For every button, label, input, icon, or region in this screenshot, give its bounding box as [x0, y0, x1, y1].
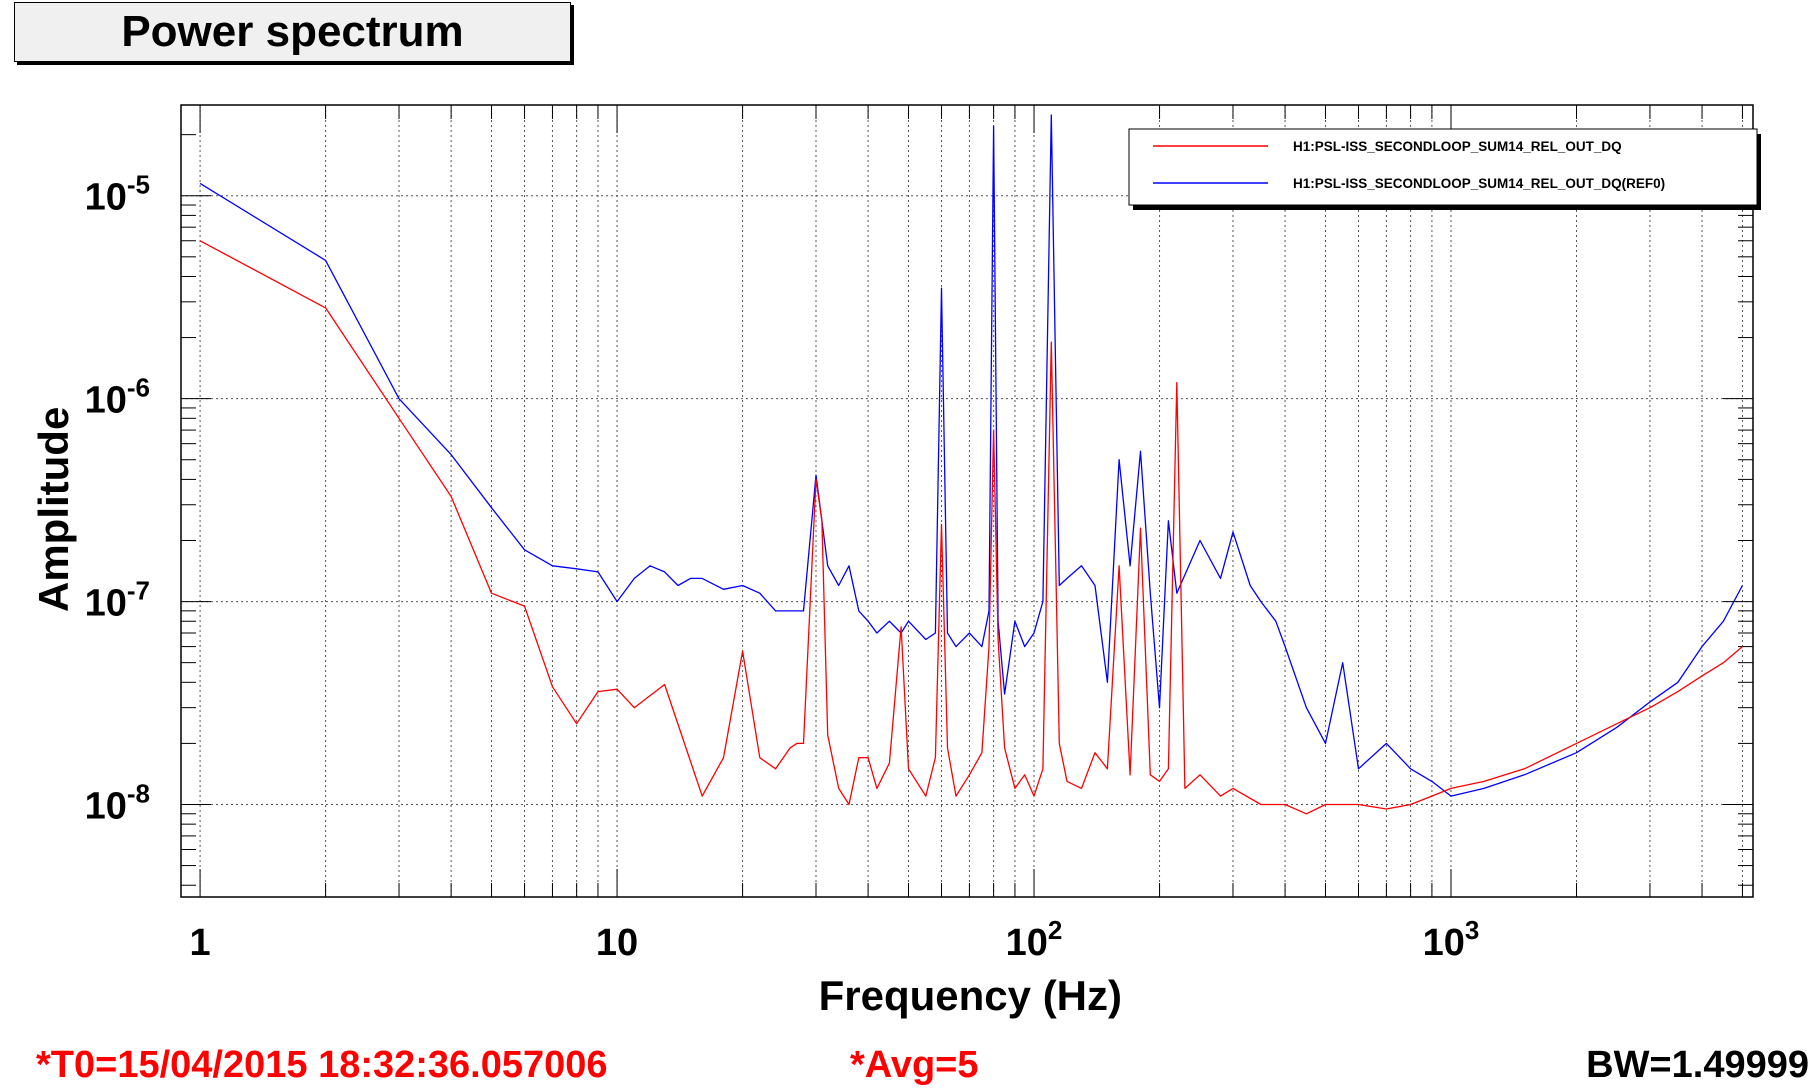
x-axis-label: Frequency (Hz) — [819, 972, 1122, 1019]
x-tick-label: 1 — [190, 922, 211, 964]
x-tick-labels: 1 10 102 103 — [190, 915, 1480, 964]
footer-bw: BW=1.49999 — [1586, 1044, 1809, 1086]
minor-ticks — [181, 105, 1753, 897]
x-tick-label: 102 — [1006, 915, 1063, 964]
y-tick-label: 10-5 — [85, 170, 150, 219]
grid-lines — [181, 105, 1753, 897]
y-tick-label: 10-6 — [85, 373, 150, 422]
x-tick-label: 103 — [1423, 915, 1480, 964]
data-series — [199, 114, 1743, 815]
y-tick-label: 10-7 — [85, 576, 150, 625]
y-tick-labels: 10-8 10-7 10-6 10-5 — [85, 170, 150, 828]
legend: H1:PSL-ISS_SECONDLOOP_SUM14_REL_OUT_DQ H1… — [1128, 128, 1761, 210]
legend-label: H1:PSL-ISS_SECONDLOOP_SUM14_REL_OUT_DQ — [1293, 139, 1622, 154]
legend-box — [1128, 128, 1758, 206]
series-line-reference — [199, 114, 1743, 797]
footer-avg: *Avg=5 — [850, 1044, 979, 1086]
plot-frame — [180, 104, 1754, 898]
legend-label: H1:PSL-ISS_SECONDLOOP_SUM14_REL_OUT_DQ(R… — [1293, 176, 1665, 191]
x-tick-label: 10 — [596, 922, 638, 964]
y-tick-label: 10-8 — [85, 778, 150, 827]
chart-title: Power spectrum — [14, 2, 571, 62]
footer-t0: *T0=15/04/2015 18:32:36.057006 — [36, 1044, 608, 1086]
series-line-current — [199, 240, 1743, 815]
y-axis-label: Amplitude — [30, 407, 77, 612]
